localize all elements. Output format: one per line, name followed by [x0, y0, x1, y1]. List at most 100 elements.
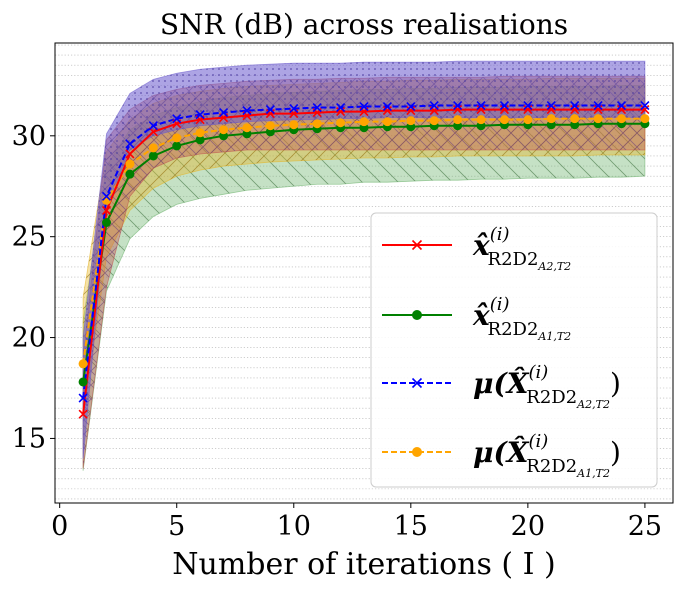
- data-point-2: [359, 101, 369, 112]
- data-point-3: [289, 120, 299, 130]
- data-point-0: [640, 105, 650, 115]
- legend-marker-2: [411, 377, 423, 389]
- data-point-2: [101, 191, 112, 201]
- legend-label-0: x̂(i) R2D2A2,T2: [472, 224, 571, 273]
- data-point-1: [125, 169, 135, 179]
- band-hatch-3: [83, 78, 645, 419]
- data-point-3: [359, 117, 369, 127]
- data-point-2: [78, 393, 88, 403]
- data-point-3: [195, 128, 205, 138]
- data-point-3: [219, 125, 229, 135]
- x-tick-label: 25: [628, 511, 662, 542]
- data-point-3: [265, 121, 275, 131]
- legend-marker-0: [411, 239, 423, 251]
- data-point-2: [382, 101, 392, 112]
- data-point-1: [102, 218, 111, 228]
- confidence-bands: [82, 60, 646, 471]
- data-point-0: [101, 205, 112, 216]
- x-axis-ticks: 0 5 10 15 20 25: [51, 503, 662, 542]
- data-point-3: [148, 143, 158, 153]
- data-point-3: [617, 114, 626, 124]
- y-tick-label: 15: [12, 423, 46, 454]
- data-point-2: [523, 100, 533, 111]
- data-point-0: [382, 106, 392, 116]
- legend-label-2: μ(X̂(i) R2D2A2,T2): [473, 362, 621, 411]
- band-hatch-1: [83, 85, 645, 471]
- data-point-2: [616, 100, 627, 111]
- data-point-0: [546, 105, 556, 115]
- chart-title: SNR (dB) across realisations: [160, 8, 568, 41]
- data-point-2: [570, 100, 580, 111]
- legend-label-3: μ(X̂(i) R2D2A1,T2): [473, 431, 621, 480]
- data-point-3: [406, 116, 416, 126]
- data-point-3: [640, 114, 650, 124]
- data-point-3: [336, 118, 346, 128]
- x-tick-label: 0: [51, 511, 68, 542]
- data-point-0: [265, 109, 275, 119]
- data-point-2: [406, 101, 416, 112]
- data-point-0: [406, 106, 416, 116]
- data-point-3: [523, 115, 533, 125]
- y-tick-label: 25: [12, 222, 46, 253]
- data-point-3: [593, 114, 603, 124]
- data-point-0: [453, 105, 463, 115]
- x-tick-label: 5: [168, 511, 185, 542]
- data-point-3: [499, 115, 509, 125]
- data-point-2: [546, 100, 556, 111]
- data-point-2: [429, 100, 439, 111]
- data-point-1: [78, 377, 88, 387]
- data-point-0: [616, 105, 627, 115]
- data-point-2: [312, 102, 322, 113]
- band-hatch-2: [83, 61, 645, 459]
- data-point-2: [265, 105, 275, 115]
- data-point-2: [218, 108, 229, 118]
- data-point-0: [523, 105, 533, 115]
- data-point-3: [453, 115, 463, 125]
- data-point-3: [172, 133, 182, 143]
- data-point-0: [476, 105, 486, 115]
- series-markers: [78, 100, 650, 419]
- data-point-2: [640, 100, 650, 111]
- data-point-2: [499, 100, 510, 111]
- data-point-0: [336, 107, 346, 117]
- x-axis-label: Number of iterations ( I ): [172, 547, 555, 582]
- legend-frame: [370, 212, 658, 488]
- data-point-0: [499, 105, 510, 115]
- data-point-2: [125, 139, 135, 149]
- legend: x̂(i) R2D2A2,T2 x̂(i) R2D2A1,T2 μ(X̂(i) R2D2A…: [370, 212, 658, 488]
- x-tick-label: 10: [277, 511, 311, 542]
- data-point-2: [172, 114, 182, 124]
- x-tick-label: 15: [394, 511, 428, 542]
- data-point-2: [593, 100, 603, 111]
- data-point-1: [172, 141, 182, 151]
- y-tick-label: 20: [12, 323, 46, 354]
- legend-marker-1: [412, 310, 422, 320]
- data-point-3: [78, 359, 88, 369]
- x-tick-label: 20: [511, 511, 545, 542]
- legend-label-1: x̂(i) R2D2A1,T2: [472, 294, 571, 343]
- data-point-2: [242, 106, 252, 116]
- data-point-3: [429, 116, 439, 126]
- data-point-2: [289, 104, 299, 114]
- data-point-2: [336, 102, 346, 113]
- data-point-0: [593, 105, 603, 115]
- y-tick-label: 30: [12, 121, 46, 152]
- data-point-0: [570, 105, 580, 115]
- data-point-2: [476, 100, 486, 111]
- data-point-3: [570, 114, 580, 124]
- data-point-0: [125, 149, 135, 159]
- data-point-2: [453, 100, 463, 111]
- data-point-3: [125, 159, 135, 169]
- data-point-0: [78, 409, 88, 419]
- data-point-3: [382, 117, 392, 127]
- data-point-3: [476, 115, 486, 125]
- plot-frame: [54, 42, 674, 504]
- data-point-3: [546, 114, 556, 124]
- data-point-1: [195, 135, 205, 145]
- data-point-3: [242, 123, 252, 133]
- data-point-2: [148, 121, 158, 131]
- data-point-2: [195, 110, 205, 120]
- y-axis-ticks: 15 20 25 30: [12, 121, 55, 454]
- legend-marker-3: [412, 447, 422, 457]
